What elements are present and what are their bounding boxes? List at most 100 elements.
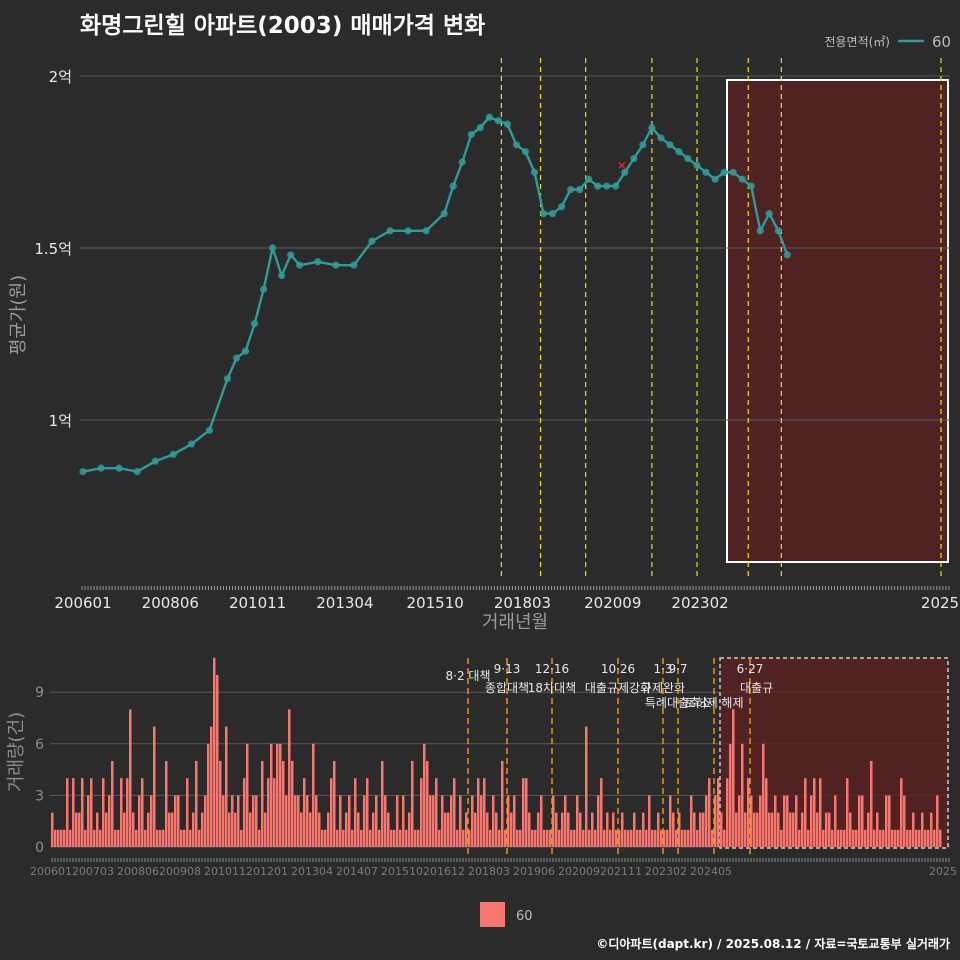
price-point (458, 158, 466, 166)
volume-bar (105, 812, 108, 847)
volume-bar (333, 761, 336, 847)
x-tick-label: 201304 (291, 865, 333, 878)
volume-bar (99, 829, 102, 847)
volume-bar (225, 726, 228, 847)
price-point (449, 182, 457, 190)
volume-bar (243, 778, 246, 847)
volume-bar (525, 778, 528, 847)
volume-bar (627, 829, 630, 847)
volume-bar (321, 829, 324, 847)
volume-bar (693, 812, 696, 847)
price-point (657, 134, 665, 142)
volume-bar (729, 743, 732, 847)
volume-bar (138, 795, 141, 847)
x-tick-label: 202009 (584, 594, 641, 612)
volume-bar (159, 829, 162, 847)
volume-bar (792, 812, 795, 847)
price-point (675, 148, 683, 156)
volume-bar (123, 812, 126, 847)
volume-bar (732, 709, 735, 847)
legend-label: 60 (516, 909, 533, 924)
volume-bar (327, 812, 330, 847)
volume-bar (111, 761, 114, 847)
volume-bar (819, 778, 822, 847)
volume-bar (570, 829, 573, 847)
price-point (133, 468, 141, 476)
price-point (223, 375, 232, 383)
volume-bar (348, 795, 351, 847)
volume-bar (63, 829, 66, 847)
volume-bar (54, 829, 57, 847)
volume-bar (846, 778, 849, 847)
volume-bar (546, 829, 549, 847)
volume-bar (297, 795, 300, 847)
volume-bar (501, 761, 504, 847)
legend-title: 전용면적(㎡) (824, 35, 890, 49)
volume-bar (183, 829, 186, 847)
volume-bar (864, 829, 867, 847)
volume-bar (354, 778, 357, 847)
volume-bar (135, 829, 138, 847)
volume-bar (888, 795, 891, 847)
price-point (594, 182, 602, 190)
price-point (332, 261, 340, 269)
volume-bar (822, 829, 825, 847)
volume-bar (441, 795, 444, 847)
volume-bar (660, 829, 663, 847)
price-point (404, 227, 412, 235)
volume-bar (585, 726, 588, 847)
volume-bar (576, 795, 579, 847)
x-tick-label: 2025 (921, 594, 959, 612)
volume-bar (330, 778, 333, 847)
price-point (205, 426, 214, 434)
volume-bar (420, 778, 423, 847)
price-point (783, 251, 791, 259)
policy-label: 종합대책 (485, 680, 529, 695)
price-point (666, 141, 674, 149)
price-point (711, 175, 719, 183)
volume-bar (753, 812, 756, 847)
volume-bar (735, 812, 738, 847)
volume-bar (66, 778, 69, 847)
price-point (612, 182, 620, 190)
volume-bar (345, 812, 348, 847)
volume-bar (75, 812, 78, 847)
volume-bar (390, 829, 393, 847)
volume-bar (894, 829, 897, 847)
volume-bar (681, 829, 684, 847)
volume-bar (924, 829, 927, 847)
volume-bar (126, 778, 129, 847)
volume-bar (909, 829, 912, 847)
price-point (440, 210, 448, 218)
volume-bar (531, 829, 534, 847)
price-point (494, 117, 502, 125)
volume-bar (84, 829, 87, 847)
volume-bar (771, 812, 774, 847)
volume-bar (621, 812, 624, 847)
volume-bar (801, 812, 804, 847)
volume-bar (474, 812, 477, 847)
volume-bar (315, 795, 318, 847)
volume-bar (699, 812, 702, 847)
volume-bar (195, 761, 198, 847)
price-point (485, 113, 493, 121)
volume-bar (714, 795, 717, 847)
y-tick-label: 0 (35, 840, 44, 856)
volume-bar (165, 761, 168, 847)
volume-bar (360, 829, 363, 847)
volume-bar (654, 829, 657, 847)
volume-bar (717, 778, 720, 847)
price-point (630, 154, 638, 163)
footer-credit: ©디아파트(dapt.kr) / 2025.08.12 / 자료=국토교통부 실… (596, 937, 950, 951)
policy-label: 18차대책 (528, 680, 576, 695)
volume-bar (450, 795, 453, 847)
volume-bar (417, 829, 420, 847)
volume-bar (930, 812, 933, 847)
volume-bar (276, 743, 279, 847)
volume-bar (636, 829, 639, 847)
price-point (557, 203, 566, 211)
volume-bar (537, 812, 540, 847)
price-point (548, 210, 557, 218)
volume-bar (273, 778, 276, 847)
volume-bar (522, 778, 525, 847)
